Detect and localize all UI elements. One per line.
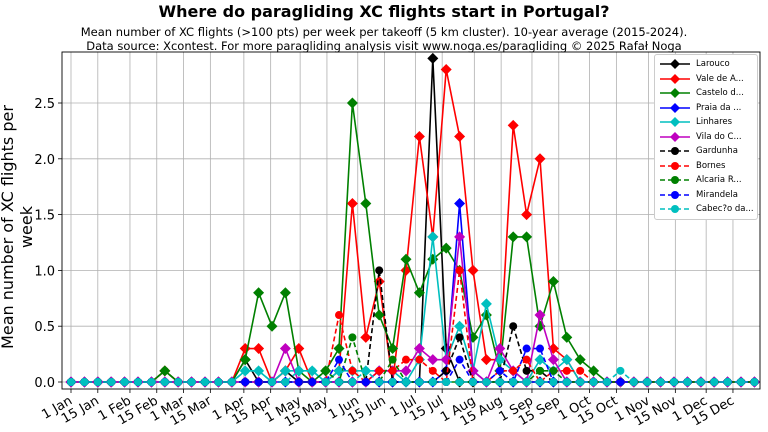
circle-marker-icon xyxy=(660,190,690,199)
circle-marker-icon xyxy=(660,147,690,156)
circle-marker-icon xyxy=(660,161,690,170)
series-linhares xyxy=(65,231,760,388)
legend-label: Alcaria R... xyxy=(696,175,742,186)
y-tick-label: 1.0 xyxy=(34,264,55,279)
legend-label: Gardunha xyxy=(696,146,738,157)
legend-item: Alcaria R... xyxy=(655,173,757,188)
y-tick-label: 2.0 xyxy=(34,153,55,168)
legend-label: Cabec?o da... xyxy=(696,204,754,215)
y-tick-label: 0.0 xyxy=(34,376,55,391)
legend-item: Vila do C... xyxy=(655,130,757,145)
legend-item: Cabec?o da... xyxy=(655,202,757,217)
legend-label: Castelo d... xyxy=(696,88,744,99)
legend-item: Praia da ... xyxy=(655,101,757,116)
circle-marker-icon xyxy=(660,205,690,214)
diamond-marker-icon xyxy=(660,117,690,128)
circle-marker-icon xyxy=(660,176,690,185)
diamond-marker-icon xyxy=(660,131,690,142)
legend-item: Linhares xyxy=(655,115,757,130)
series-mirandela xyxy=(67,344,759,386)
data-source-note: Data source: Xcontest. For more paraglid… xyxy=(86,39,682,53)
y-tick-label: 1.5 xyxy=(34,209,55,224)
y-tick-label: 2.5 xyxy=(34,97,55,112)
legend-label: Bornes xyxy=(696,160,726,171)
chart-title: Where do paragliding XC flights start in… xyxy=(158,2,610,21)
series-cabec-o-da- xyxy=(67,366,759,386)
legend-label: Vale de A... xyxy=(696,73,744,84)
chart-subtitle: Mean number of XC flights (>100 pts) per… xyxy=(80,25,688,39)
chart-legend: Larouco Vale de A... Castelo d... Praia da … xyxy=(654,54,758,220)
y-axis-label: Mean number of XC flights per week xyxy=(0,105,36,349)
legend-label: Larouco xyxy=(696,59,730,70)
legend-item: Mirandela xyxy=(655,188,757,203)
legend-label: Vila do C... xyxy=(696,131,742,142)
diamond-marker-icon xyxy=(660,73,690,84)
legend-label: Linhares xyxy=(696,117,733,128)
legend-label: Praia da ... xyxy=(696,102,742,113)
legend-item: Bornes xyxy=(655,159,757,174)
legend-item: Gardunha xyxy=(655,144,757,159)
diamond-marker-icon xyxy=(660,88,690,99)
legend-item: Larouco xyxy=(655,57,757,72)
diamond-marker-icon xyxy=(660,102,690,113)
y-tick-label: 0.5 xyxy=(34,320,55,335)
diamond-marker-icon xyxy=(660,59,690,70)
legend-item: Castelo d... xyxy=(655,86,757,101)
legend-item: Vale de A... xyxy=(655,72,757,87)
legend-label: Mirandela xyxy=(696,189,738,200)
series-vila-do-c- xyxy=(65,231,760,388)
